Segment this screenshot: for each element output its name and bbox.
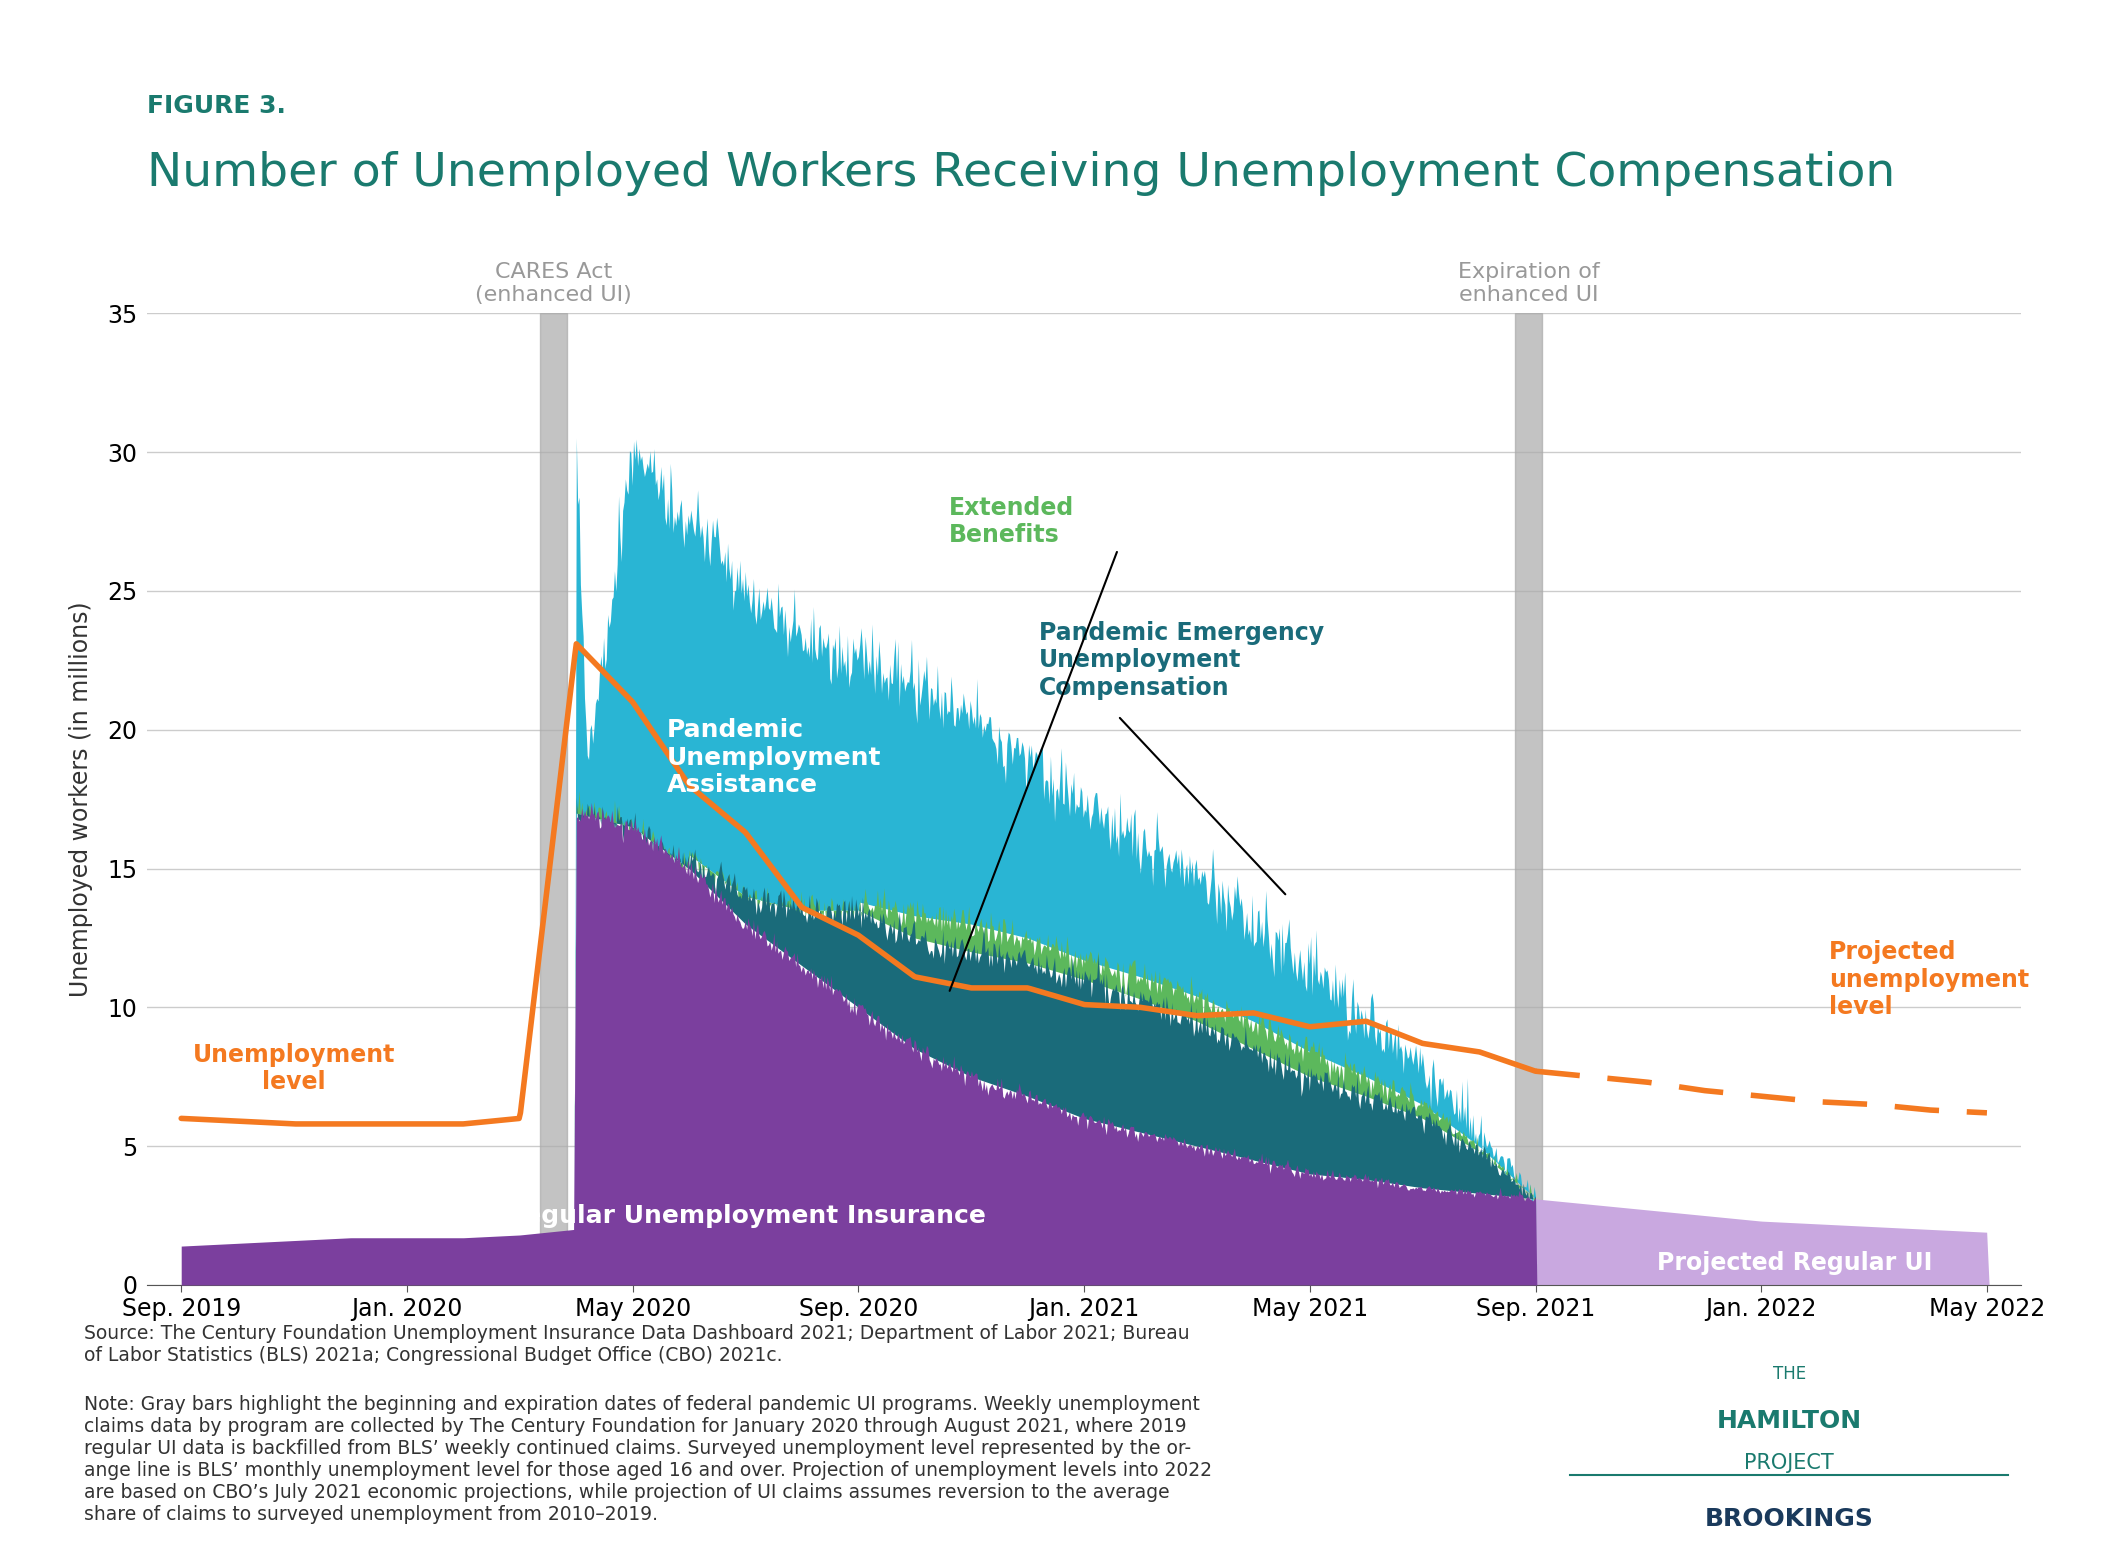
Text: Projected Regular UI: Projected Regular UI xyxy=(1657,1250,1932,1274)
Text: Projected
unemployment
level: Projected unemployment level xyxy=(1829,940,2029,1020)
Text: CARES Act
(enhanced UI): CARES Act (enhanced UI) xyxy=(476,262,632,306)
Text: Extended
Benefits: Extended Benefits xyxy=(949,495,1074,547)
Y-axis label: Unemployed workers (in millions): Unemployed workers (in millions) xyxy=(69,602,93,997)
Bar xyxy=(1516,313,1543,1285)
Text: Expiration of
enhanced UI: Expiration of enhanced UI xyxy=(1459,262,1600,306)
Bar xyxy=(541,313,566,1285)
Text: THE: THE xyxy=(1772,1365,1806,1382)
Text: PROJECT: PROJECT xyxy=(1745,1453,1833,1473)
Text: FIGURE 3.: FIGURE 3. xyxy=(147,94,286,118)
Text: Unemployment
level: Unemployment level xyxy=(194,1042,396,1094)
Text: HAMILTON: HAMILTON xyxy=(1718,1409,1861,1432)
Text: Note: Gray bars highlight the beginning and expiration dates of federal pandemic: Note: Gray bars highlight the beginning … xyxy=(84,1395,1212,1523)
Text: Pandemic
Unemployment
Assistance: Pandemic Unemployment Assistance xyxy=(667,718,882,798)
Text: BROOKINGS: BROOKINGS xyxy=(1705,1507,1873,1531)
Text: Number of Unemployed Workers Receiving Unemployment Compensation: Number of Unemployed Workers Receiving U… xyxy=(147,150,1897,196)
Text: Source: The Century Foundation Unemployment Insurance Data Dashboard 2021; Depar: Source: The Century Foundation Unemploym… xyxy=(84,1324,1189,1365)
Text: Regular Unemployment Insurance: Regular Unemployment Insurance xyxy=(505,1203,985,1227)
Text: Pandemic Emergency
Unemployment
Compensation: Pandemic Emergency Unemployment Compensa… xyxy=(1040,621,1324,700)
